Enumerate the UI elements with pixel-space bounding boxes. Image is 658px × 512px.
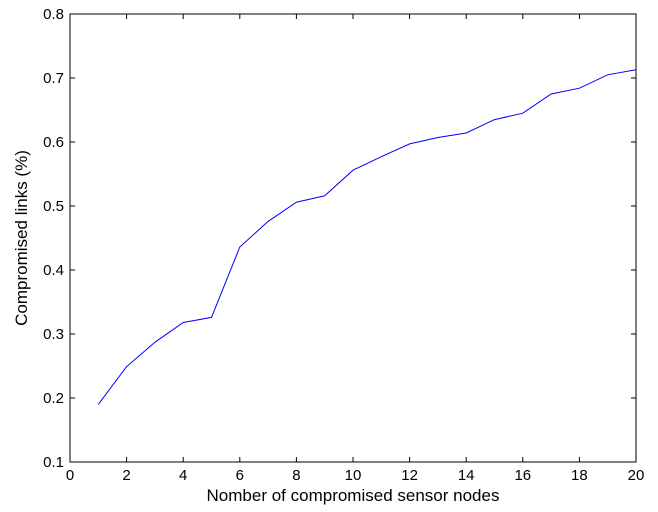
- x-tick-label: 0: [66, 467, 74, 484]
- data-point: [408, 142, 412, 146]
- y-tick-label: 0.8: [43, 6, 64, 23]
- y-axis-label: Compromised links (%): [12, 150, 31, 326]
- x-tick-label: 14: [458, 467, 475, 484]
- data-point: [549, 92, 553, 96]
- data-point: [606, 73, 610, 77]
- y-tick-label: 0.1: [43, 454, 64, 471]
- data-point: [464, 131, 468, 135]
- x-tick-label: 10: [345, 467, 362, 484]
- data-point: [521, 111, 525, 115]
- x-tick-label: 6: [236, 467, 244, 484]
- y-tick-label: 0.6: [43, 134, 64, 151]
- data-point: [153, 340, 157, 344]
- y-tick-label: 0.5: [43, 198, 64, 215]
- data-point: [379, 155, 383, 159]
- x-axis-ticks: 0 2 4 6 8 10 12 14 16 18 20: [66, 14, 645, 484]
- series-layer: [96, 68, 638, 406]
- y-axis-ticks: 0.1 0.2 0.3 0.4 0.5 0.6 0.7 0.8: [43, 6, 636, 471]
- data-point: [634, 68, 638, 72]
- x-tick-label: 4: [179, 467, 187, 484]
- series-line: [97, 69, 637, 405]
- data-point: [577, 86, 581, 90]
- data-point: [266, 219, 270, 223]
- y-tick-label: 0.3: [43, 326, 64, 343]
- x-tick-label: 12: [401, 467, 418, 484]
- y-tick-label: 0.7: [43, 70, 64, 87]
- data-point: [181, 320, 185, 324]
- x-tick-label: 20: [628, 467, 645, 484]
- data-point: [493, 118, 497, 122]
- x-tick-label: 2: [122, 467, 130, 484]
- data-point: [210, 315, 214, 319]
- plot-area: [69, 13, 637, 463]
- data-point: [294, 200, 298, 204]
- x-tick-label: 18: [571, 467, 588, 484]
- data-point: [125, 365, 129, 369]
- x-tick-label: 16: [514, 467, 531, 484]
- x-tick-label: 8: [292, 467, 300, 484]
- data-point: [436, 136, 440, 140]
- x-axis-label: Nomber of compromised sensor nodes: [207, 486, 500, 505]
- y-tick-label: 0.4: [43, 262, 64, 279]
- data-point: [351, 168, 355, 172]
- data-point: [96, 402, 100, 406]
- data-point: [238, 245, 242, 249]
- data-point: [323, 194, 327, 198]
- y-tick-label: 0.2: [43, 390, 64, 407]
